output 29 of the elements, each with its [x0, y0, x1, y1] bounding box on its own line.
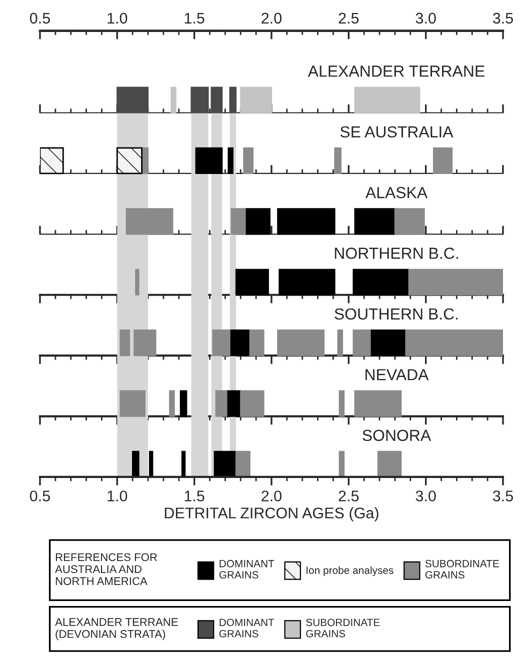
x2-tick-label: 2.5	[338, 490, 359, 502]
y-tick-label: ALASKA	[365, 186, 428, 198]
x2-tick-label: 1.5	[184, 490, 204, 502]
legend-label: SUBORDINATE GRAINS	[425, 560, 499, 579]
y-tick-label: NORTHERN B.C.	[334, 248, 458, 259]
x2-tick-label: 0.5	[30, 490, 50, 502]
x-tick-label: 0.5	[30, 12, 50, 24]
y-tick-label: ALEXANDER TERRANE	[308, 66, 484, 77]
y-tick-label: SE AUSTRALIA	[340, 126, 454, 138]
x2-tick-label: 3.5	[492, 490, 513, 502]
x-tick-label: 2.5	[338, 12, 359, 24]
x-axis-title: DETRITAL ZIRCON AGES (Ga)	[164, 507, 378, 522]
legend-label: SUBORDINATE GRAINS	[306, 618, 380, 638]
x2-tick-label: 1.0	[108, 490, 128, 502]
x-tick-label: 2.0	[262, 12, 282, 24]
legend-label: Ion probe analyses	[306, 566, 394, 576]
x-tick-label: 1.0	[108, 12, 128, 24]
x-tick-label: 3.0	[416, 12, 436, 24]
x-tick-label: 3.5	[492, 12, 513, 24]
x2-tick-label: 3.0	[416, 490, 436, 502]
text: REFERENCES FOR AUSTRALIA AND NORTH AMERICA	[55, 553, 157, 586]
y-tick-label: SOUTHERN B.C.	[334, 308, 458, 320]
legend-label: DOMINANT GRAINS	[219, 560, 274, 579]
y-tick-label: NEVADA	[366, 369, 429, 380]
text: ALEXANDER TERRANE (DEVONIAN STRATA)	[55, 618, 178, 640]
y-tick-label: SONORA	[362, 430, 432, 442]
x-tick-label: 1.5	[184, 12, 204, 24]
legend-label: DOMINANT GRAINS	[219, 618, 274, 638]
x2-tick-label: 2.0	[262, 490, 282, 502]
